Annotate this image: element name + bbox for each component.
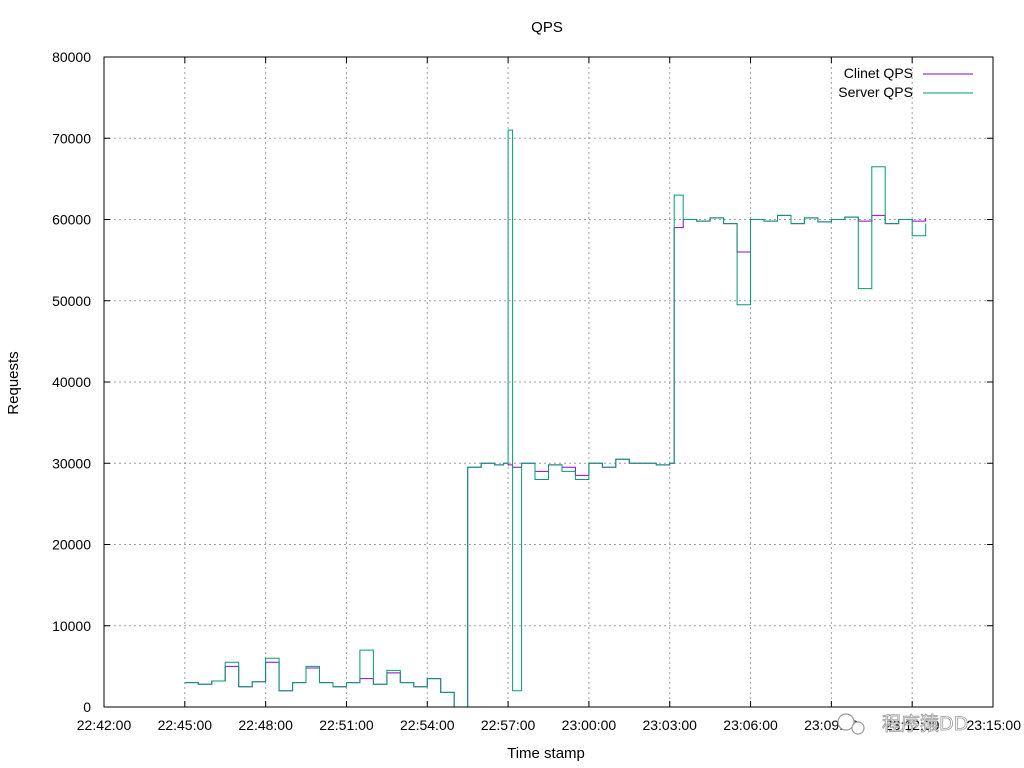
y-axis-label: Requests	[5, 351, 22, 414]
y-tick-label: 60000	[52, 212, 91, 228]
x-tick-label: 23:06:00	[723, 717, 778, 733]
x-tick-label: 22:51:00	[319, 717, 374, 733]
legend-item-clinet-qps: Clinet QPS	[844, 65, 973, 81]
y-tick-label: 70000	[52, 130, 91, 146]
x-tick-label: 23:00:00	[562, 717, 617, 733]
x-axis-ticks: 22:42:00 22:45:00 22:48:00 22:51:00 22:54:00…	[77, 57, 1021, 733]
watermark: 程序猿DD	[837, 713, 969, 735]
wechat-logo-icon-small	[851, 721, 865, 735]
y-tick-label: 10000	[52, 618, 91, 634]
watermark-text: 程序猿DD	[882, 713, 968, 735]
x-tick-label: 22:45:00	[158, 717, 213, 733]
legend: Clinet QPS Server QPS	[838, 65, 973, 100]
legend-label-server-qps: Server QPS	[838, 84, 913, 100]
x-tick-label: 23:03:00	[642, 717, 697, 733]
y-tick-label: 50000	[52, 293, 91, 309]
y-axis-ticks: 0 10000 20000 30000 40000 50000 60000 70000 8000…	[52, 49, 993, 715]
y-tick-label: 80000	[52, 49, 91, 65]
series-line-server-qps	[184, 129, 927, 708]
x-tick-label: 23:12:00	[885, 717, 940, 733]
legend-label-clinet-qps: Clinet QPS	[844, 65, 913, 81]
y-tick-label: 20000	[52, 537, 91, 553]
y-tick-label: 0	[83, 699, 91, 715]
x-tick-label: 22:54:00	[400, 717, 455, 733]
y-tick-label: 40000	[52, 374, 91, 390]
series-line-clinet-qps	[184, 214, 927, 708]
x-tick-label: 22:42:00	[77, 717, 132, 733]
y-tick-label: 30000	[52, 455, 91, 471]
x-tick-label: 23:15:00	[967, 717, 1022, 733]
grid-lines	[104, 57, 993, 707]
x-axis-label: Time stamp	[507, 745, 585, 762]
chart-title: QPS	[531, 19, 563, 36]
legend-item-server-qps: Server QPS	[838, 84, 973, 100]
series-lines	[184, 129, 927, 708]
wechat-logo-icon	[837, 713, 855, 731]
x-tick-label: 22:57:00	[481, 717, 536, 733]
x-tick-label: 22:48:00	[238, 717, 293, 733]
